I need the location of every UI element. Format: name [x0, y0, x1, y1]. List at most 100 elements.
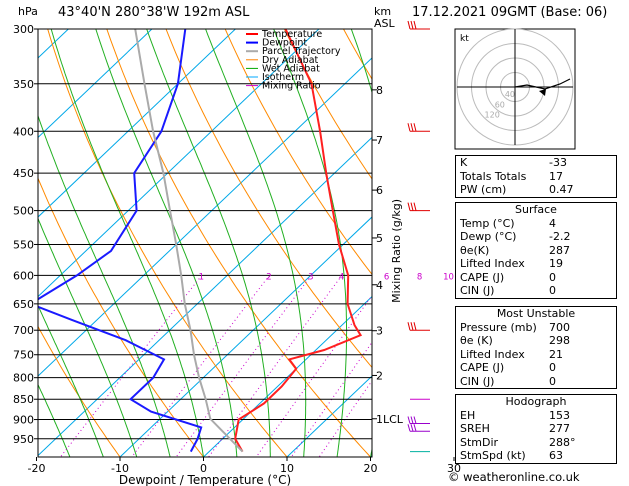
hodograph-unit-label: kt	[460, 34, 469, 44]
pressure-tick-label: 300	[13, 23, 34, 36]
station-header: 43°40'N 280°38'W 192m ASL	[58, 5, 250, 20]
index-row: K -33	[456, 156, 616, 170]
index-row: PW (cm) 0.47	[456, 183, 616, 197]
temperature-tick-label: -20	[28, 462, 46, 475]
hodograph-trace	[514, 78, 571, 90]
storm-motion-marker	[539, 89, 546, 96]
hodograph-info-title: Hodograph	[505, 395, 567, 408]
wind-barb-flag	[413, 123, 417, 132]
isotherm-line	[119, 216, 372, 457]
mixing-ratio-line	[60, 275, 203, 457]
plot-frame	[37, 28, 373, 458]
surface-row: Dewp (°C) -2.2	[456, 230, 616, 244]
isotherm-line	[38, 136, 372, 457]
surface-title: Surface	[515, 203, 557, 216]
wind-barb-flag	[413, 322, 417, 331]
height-tick-label: 1	[376, 413, 383, 426]
hodograph-ring-label: 40	[505, 90, 515, 99]
hodograph-info-row: StmSpd (kt) 63	[456, 449, 616, 463]
index-label: K	[460, 156, 468, 169]
wind-barb-flag	[410, 20, 414, 30]
hodograph-ring-label: 120	[485, 110, 500, 119]
indices-panel: K -33 Totals Totals 17 PW (cm) 0.47	[455, 155, 617, 198]
temperature-tick-label: 0	[200, 462, 207, 475]
most-unstable-label: CIN (J)	[460, 374, 495, 388]
index-value: -33	[549, 156, 567, 169]
surface-value: 4	[549, 216, 556, 230]
plot-area	[38, 29, 372, 457]
hodograph-info-value: 153	[549, 408, 570, 422]
mixing-ratio-line	[318, 379, 372, 457]
most-unstable-row: Lifted Index 21	[456, 348, 616, 362]
height-tick-label: 5	[376, 232, 383, 245]
mixing-ratio-axis-title: Mixing Ratio (g/kg)	[390, 199, 403, 303]
most-unstable-value: 21	[549, 347, 563, 361]
temperature-tick-label: 10	[280, 462, 294, 475]
height-tick-label: 4	[376, 279, 383, 292]
pressure-tick-label: 600	[13, 269, 34, 282]
surface-value: 287	[549, 243, 570, 257]
isotherm-line	[38, 29, 236, 218]
wind-barb-flag	[407, 123, 411, 132]
height-tick-label: 6	[376, 184, 383, 197]
pressure-tick-label: 850	[13, 393, 34, 406]
isotherm-line	[38, 29, 153, 139]
wind-barb-flag	[413, 202, 417, 211]
pressure-tick-label: 900	[13, 414, 34, 427]
height-tick-label: 7	[376, 134, 383, 147]
dewpoint-profile	[38, 29, 203, 453]
most-unstable-row: Pressure (mb) 700	[456, 321, 616, 335]
dry-adiabat-line	[224, 29, 372, 276]
surface-row: Temp (°C) 4	[456, 217, 616, 231]
surface-label: Dewp (°C)	[460, 230, 517, 243]
legend-entry: Parcel Trajectory	[262, 46, 341, 57]
most-unstable-value: 700	[549, 320, 570, 334]
mixing-ratio-line	[290, 341, 372, 457]
lcl-label: LCL	[383, 413, 404, 426]
most-unstable-value: 0	[549, 374, 556, 388]
pressure-tick-label: 500	[13, 205, 34, 218]
wet-adiabat-line	[350, 29, 372, 457]
index-label: Totals Totals	[460, 169, 527, 183]
wet-adiabat-line	[38, 304, 104, 457]
pressure-tick-label: 700	[13, 324, 34, 337]
dry-adiabat-line	[165, 29, 372, 369]
wind-barb-flag	[410, 123, 414, 132]
surface-row: CAPE (J) 0	[456, 271, 616, 285]
most-unstable-title: Most Unstable	[496, 307, 576, 320]
wind-barb-flag	[410, 424, 414, 432]
height-tick-label: 3	[376, 325, 383, 338]
legend-entry: Dewpoint	[262, 38, 307, 49]
hodograph-info-label: SREH	[460, 422, 490, 435]
dry-adiabat-line	[283, 29, 372, 180]
isotherm-line	[38, 29, 69, 59]
pressure-unit-label: hPa	[18, 5, 38, 18]
legend-entry: Wet Adiabat	[262, 63, 320, 74]
isotherm-line	[203, 295, 372, 457]
hodograph-info-label: StmSpd (kt)	[460, 449, 526, 462]
index-value: 0.47	[549, 183, 574, 196]
surface-value: 19	[549, 257, 563, 270]
pressure-tick-label: 650	[13, 298, 34, 311]
mixing-ratio-label: 4	[339, 272, 344, 282]
temperature-profile	[234, 29, 363, 453]
mixing-ratio-label: 1	[199, 272, 204, 282]
mixing-ratio-label: 8	[417, 272, 422, 282]
wind-barb-flag	[407, 20, 411, 30]
isotherm-line	[286, 375, 372, 457]
wind-barb-flag	[407, 202, 411, 211]
hodograph-ring-label: 60	[495, 100, 505, 109]
copyright-footer: © weatheronline.co.uk	[448, 470, 580, 484]
wind-barb-flag	[410, 202, 414, 211]
mixing-ratio-label: 3	[308, 272, 313, 282]
hodograph-info-label: StmDir	[460, 435, 499, 449]
pressure-tick-label: 400	[13, 125, 34, 138]
pressure-tick-label: 750	[13, 349, 34, 362]
wet-adiabat-line	[38, 383, 71, 457]
hodograph-info-row: StmDir 288°	[456, 436, 616, 450]
temperature-tick-label: 30	[447, 462, 461, 475]
hodograph-info-label: EH	[460, 408, 476, 422]
most-unstable-label: Lifted Index	[460, 347, 525, 361]
surface-row: θe(K) 287	[456, 244, 616, 258]
